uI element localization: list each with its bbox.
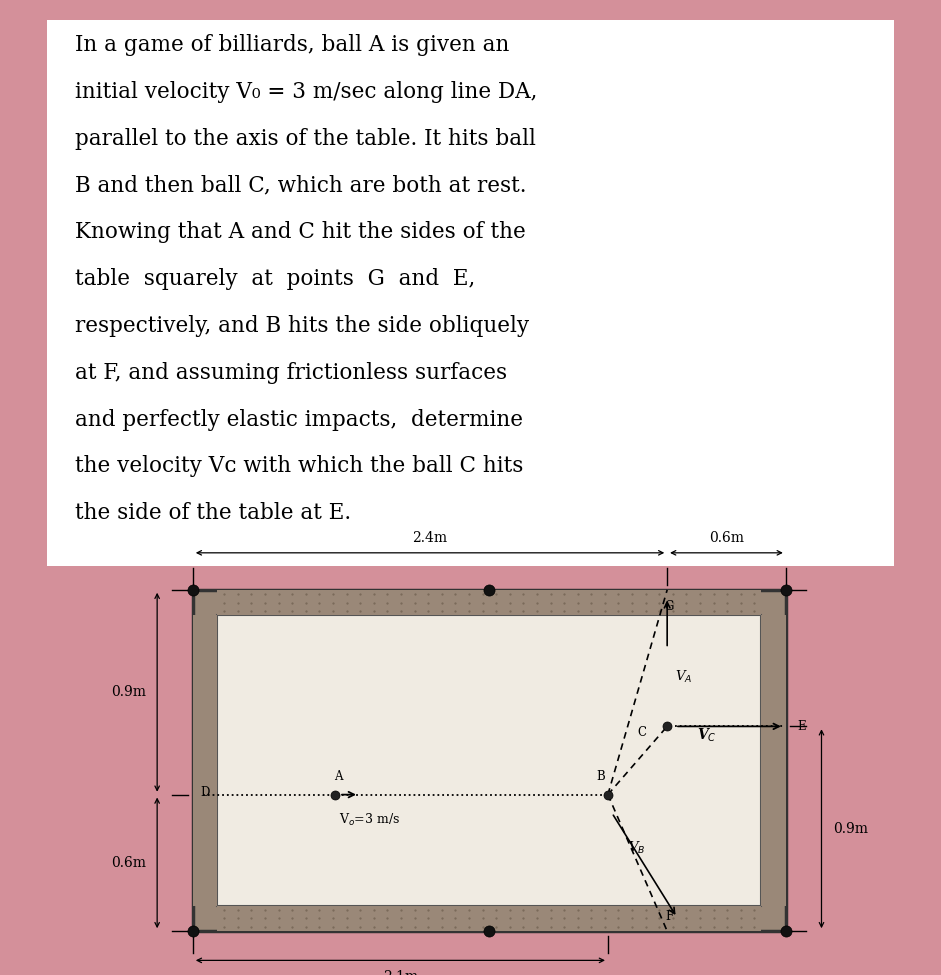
Text: E: E [797,720,805,733]
Text: B: B [596,770,605,783]
Text: C: C [637,725,646,739]
Text: V$_C$: V$_C$ [696,727,716,745]
Text: G: G [664,600,674,612]
Bar [193,615,217,906]
FancyBboxPatch shape [47,20,894,566]
Text: D: D [200,786,210,799]
Bar [193,590,786,931]
Text: and perfectly elastic impacts,  determine: and perfectly elastic impacts, determine [75,409,523,431]
Text: 2.1m: 2.1m [383,970,418,975]
Text: 0.9m: 0.9m [111,685,146,699]
Text: 0.9m: 0.9m [833,822,868,836]
Text: 2.4m: 2.4m [412,531,448,545]
Text: at F, and assuming frictionless surfaces: at F, and assuming frictionless surfaces [75,362,507,384]
Bar [217,590,761,615]
Text: initial velocity V₀ = 3 m/sec along line DA,: initial velocity V₀ = 3 m/sec along line… [75,81,537,103]
Text: table  squarely  at  points  G  and  E,: table squarely at points G and E, [75,268,475,291]
Text: In a game of billiards, ball A is given an: In a game of billiards, ball A is given … [75,34,510,57]
Text: the velocity Vᴄ with which the ball C hits: the velocity Vᴄ with which the ball C hi… [75,455,523,478]
Text: F: F [665,911,673,923]
Text: V$_B$: V$_B$ [628,839,646,856]
Text: V$_A$: V$_A$ [675,669,692,685]
Text: the side of the table at E.: the side of the table at E. [75,502,351,525]
Text: parallel to the axis of the table. It hits ball: parallel to the axis of the table. It hi… [75,128,536,150]
Text: A: A [334,770,343,783]
Bar [761,615,786,906]
Text: respectively, and B hits the side obliquely: respectively, and B hits the side obliqu… [75,315,530,337]
Text: Knowing that A and C hit the sides of the: Knowing that A and C hit the sides of th… [75,221,526,244]
Bar [217,906,761,931]
Text: B and then ball C, which are both at rest.: B and then ball C, which are both at res… [75,175,527,197]
Bar [217,615,761,906]
Text: 0.6m: 0.6m [709,531,744,545]
Text: V$_o$=3 m/s: V$_o$=3 m/s [339,812,400,828]
Text: 0.6m: 0.6m [111,856,146,870]
